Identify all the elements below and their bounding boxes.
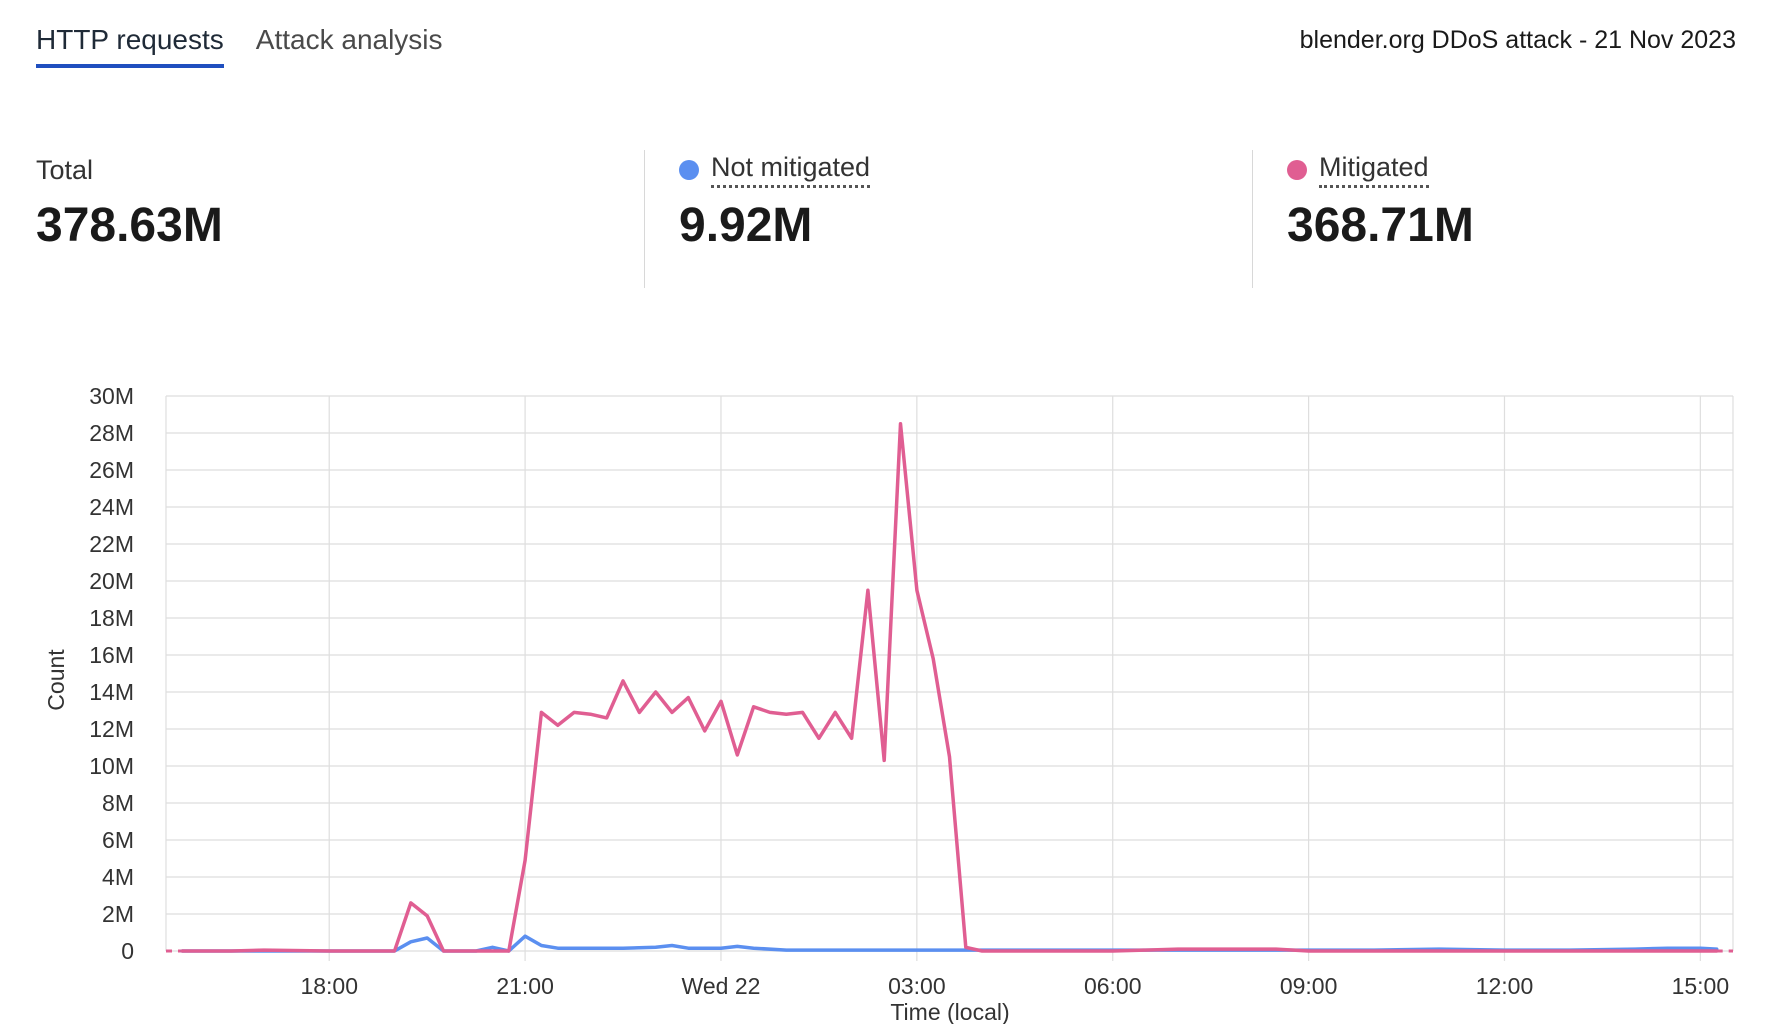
stat-total-value: 378.63M — [36, 199, 223, 252]
x-tick-label: 12:00 — [1476, 973, 1534, 999]
series-line-mitigated — [180, 422, 1719, 953]
x-tick-label: 21:00 — [496, 973, 554, 999]
x-tick-label: 06:00 — [1084, 973, 1142, 999]
y-tick-label: 18M — [89, 605, 134, 631]
chart-series — [166, 422, 1733, 953]
y-axis-ticks: 0 2M 4M 6M 8M 10M 12M 14M 16M 18M 20M 22M 24M 26M 28M 3… — [89, 383, 134, 964]
x-tick-label: 09:00 — [1280, 973, 1338, 999]
y-tick-label: 14M — [89, 679, 134, 705]
chart-grid — [165, 395, 1734, 961]
y-tick-label: 4M — [102, 864, 134, 890]
stat-total: Total 378.63M — [36, 150, 223, 288]
x-tick-label: 18:00 — [300, 973, 358, 999]
stat-mitigated: Mitigated 368.71M — [1252, 150, 1474, 288]
y-tick-label: 0 — [121, 938, 134, 964]
y-tick-label: 8M — [102, 790, 134, 816]
tab-http-requests[interactable]: HTTP requests — [36, 24, 224, 68]
tab-attack-analysis[interactable]: Attack analysis — [255, 24, 443, 55]
stat-not-mitigated: Not mitigated 9.92M — [644, 150, 871, 288]
http-requests-line-chart: 0 2M 4M 6M 8M 10M 12M 14M 16M 18M 20M 22M 24M 26M 28M 3… — [43, 383, 1734, 1024]
y-axis-label: Count — [43, 649, 69, 711]
series-line-not-mitigated — [180, 934, 1719, 953]
stats-summary: Total 378.63M Not mitigated 9.92M Mitiga… — [36, 150, 1736, 290]
stat-mitigated-value: 368.71M — [1287, 199, 1474, 252]
y-tick-label: 24M — [89, 494, 134, 520]
mitigated-legend-dot-icon — [1287, 160, 1307, 180]
stat-total-label-row: Total — [36, 150, 223, 190]
stat-not-mitigated-label[interactable]: Not mitigated — [711, 152, 871, 188]
y-tick-label: 30M — [89, 383, 134, 409]
y-tick-label: 22M — [89, 531, 134, 557]
y-tick-label: 20M — [89, 568, 134, 594]
y-tick-label: 12M — [89, 716, 134, 742]
y-tick-label: 6M — [102, 827, 134, 853]
stat-mitigated-label[interactable]: Mitigated — [1319, 152, 1429, 188]
y-tick-label: 28M — [89, 420, 134, 446]
x-tick-label: 03:00 — [888, 973, 946, 999]
stat-mitigated-label-row[interactable]: Mitigated — [1287, 150, 1474, 190]
not-mitigated-legend-dot-icon — [679, 160, 699, 180]
x-axis-ticks: 18:00 21:00 Wed 22 03:00 06:00 09:00 12:00 15:0… — [300, 973, 1729, 999]
stat-not-mitigated-value: 9.92M — [679, 199, 813, 252]
stat-not-mitigated-label-row[interactable]: Not mitigated — [679, 150, 871, 190]
y-tick-label: 26M — [89, 457, 134, 483]
y-tick-label: 10M — [89, 753, 134, 779]
tab-bar: HTTP requests Attack analysis — [36, 24, 443, 68]
x-tick-label: 15:00 — [1672, 973, 1730, 999]
y-tick-label: 16M — [89, 642, 134, 668]
page-title: blender.org DDoS attack - 21 Nov 2023 — [1299, 26, 1736, 54]
y-tick-label: 2M — [102, 901, 134, 927]
x-tick-label: Wed 22 — [682, 973, 761, 999]
stat-total-label: Total — [36, 154, 94, 185]
x-axis-label: Time (local) — [890, 999, 1009, 1024]
